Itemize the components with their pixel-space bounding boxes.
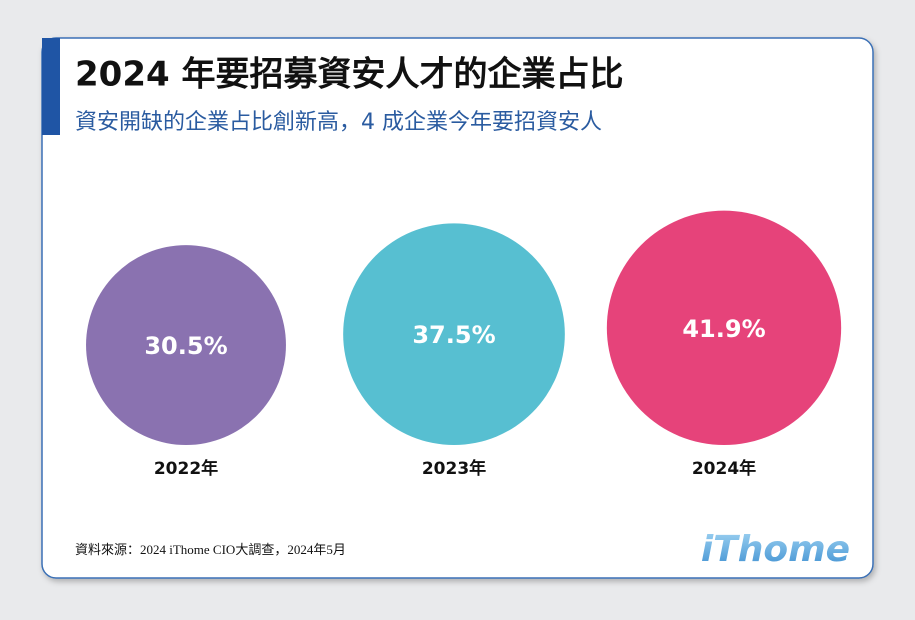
value-label: 41.9% — [682, 315, 765, 343]
logo: iThome — [701, 529, 850, 570]
source-note: 資料來源：2024 iThome CIO大調查，2024年5月 — [75, 542, 346, 557]
bubble — [606, 210, 842, 445]
value-label: 30.5% — [144, 332, 227, 360]
accent-bar — [42, 38, 60, 135]
category-label: 2024年 — [692, 458, 756, 479]
bubble — [86, 245, 286, 445]
value-label: 37.5% — [412, 321, 495, 349]
chart-title: 2024 年要招募資安人才的企業占比 — [75, 55, 623, 95]
bubble — [343, 223, 565, 445]
category-label: 2023年 — [422, 458, 486, 479]
category-label: 2022年 — [154, 458, 218, 479]
chart-subtitle: 資安開缺的企業占比創新高，4 成企業今年要招資安人 — [75, 110, 602, 135]
